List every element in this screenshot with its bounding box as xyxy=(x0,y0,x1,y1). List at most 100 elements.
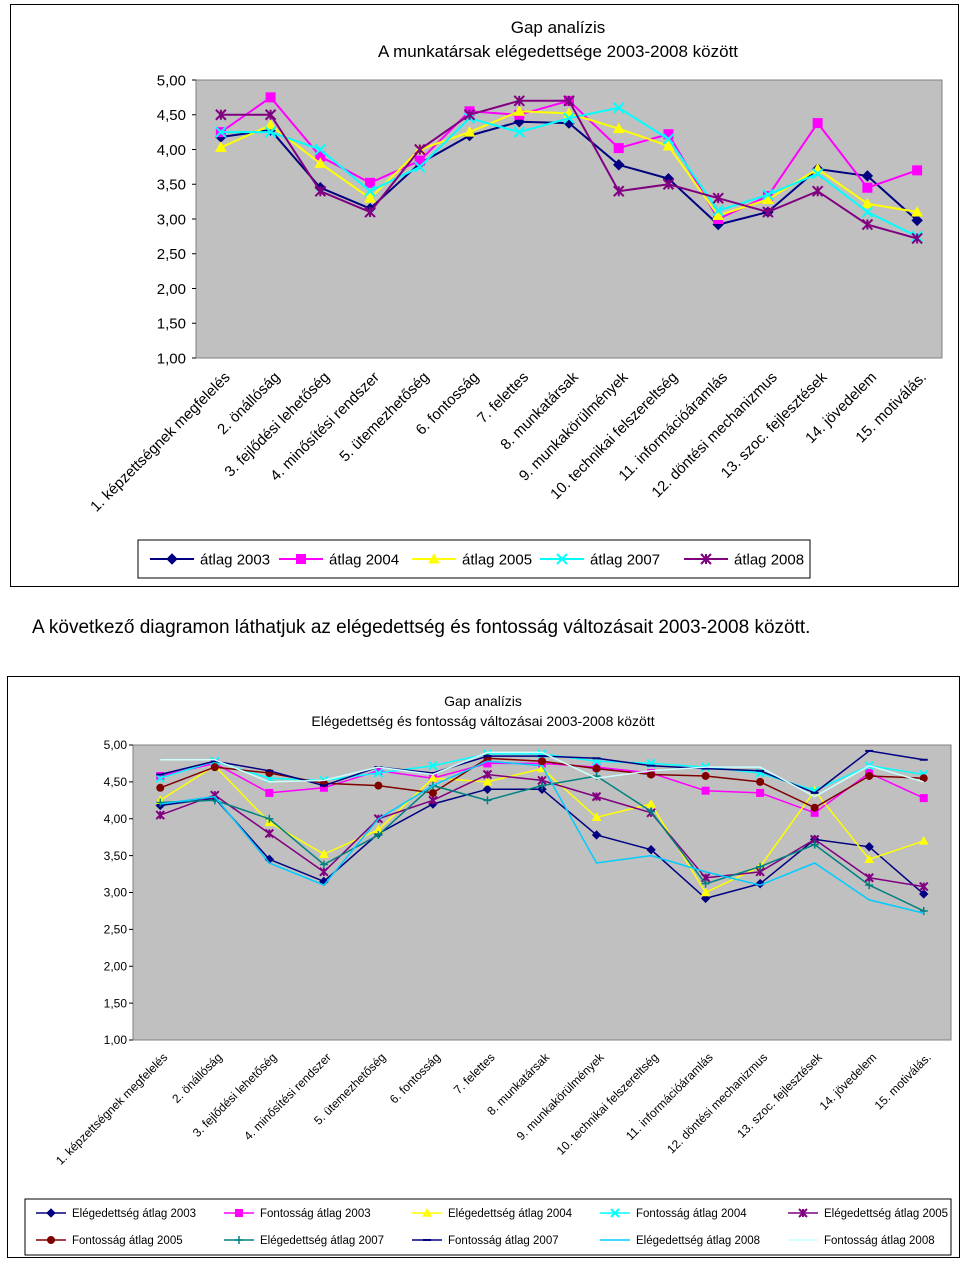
legend-label: átlag 2007 xyxy=(590,551,660,568)
data-point xyxy=(156,783,165,792)
data-point xyxy=(155,773,165,783)
x-tick-label: 7. felettes xyxy=(451,1050,498,1097)
data-point xyxy=(861,197,874,209)
y-tick-label: 2,00 xyxy=(157,281,186,298)
y-tick-label: 1,00 xyxy=(104,1033,128,1047)
data-point xyxy=(428,773,438,782)
legend-item: átlag 2004 xyxy=(279,551,399,568)
data-point xyxy=(592,764,601,773)
legend-label: Elégedettség átlag 2008 xyxy=(636,1235,760,1247)
legend-label: Fontosság átlag 2005 xyxy=(72,1235,183,1247)
data-point xyxy=(314,143,327,156)
data-point xyxy=(662,139,675,151)
legend-item: Fontosság átlag 2004 xyxy=(600,1208,747,1220)
data-point xyxy=(265,814,274,823)
legend-swatch-marker xyxy=(700,553,712,565)
data-point xyxy=(911,214,923,227)
y-tick-label: 3,00 xyxy=(104,886,128,900)
legend-swatch-marker xyxy=(428,552,440,564)
legend-swatch-marker xyxy=(46,1208,56,1218)
legend-item: Fontosság átlag 2007 xyxy=(412,1235,559,1247)
legend-item: átlag 2007 xyxy=(540,551,660,568)
legend-label: átlag 2005 xyxy=(462,551,532,568)
data-point xyxy=(364,192,376,203)
series-5 xyxy=(215,95,923,245)
data-point xyxy=(646,798,656,808)
data-point xyxy=(364,185,376,197)
data-point xyxy=(314,185,327,197)
data-point xyxy=(861,170,874,182)
data-point xyxy=(613,159,625,171)
data-point xyxy=(215,141,227,152)
legend-item: Elégedettség átlag 2005 xyxy=(788,1208,948,1220)
data-point xyxy=(646,845,656,855)
legend-label: Fontosság átlag 2008 xyxy=(824,1235,935,1247)
data-point xyxy=(712,204,724,217)
y-tick-label: 1,50 xyxy=(157,316,186,333)
chart-subtitle: Elégedettség és fontosság változásai 200… xyxy=(311,713,654,729)
legend-item: Elégedettség átlag 2004 xyxy=(412,1207,573,1220)
series-10 xyxy=(160,751,924,798)
x-tick-label: 14. jövedelem xyxy=(817,1050,880,1113)
data-point xyxy=(701,786,710,795)
legend-swatch-marker xyxy=(235,1236,243,1244)
data-point xyxy=(215,126,227,138)
legend-swatch-marker xyxy=(556,553,568,565)
data-point xyxy=(482,784,493,794)
data-point xyxy=(612,122,625,134)
legend-swatch-marker xyxy=(47,1236,55,1244)
data-point xyxy=(861,206,874,218)
data-point xyxy=(919,906,928,915)
data-point xyxy=(591,791,602,802)
legend-item: átlag 2008 xyxy=(684,551,804,568)
data-point xyxy=(647,770,656,779)
series-9 xyxy=(160,760,924,914)
data-point xyxy=(613,185,625,197)
legend-swatch-marker xyxy=(235,1209,243,1217)
data-point xyxy=(428,788,437,797)
data-point xyxy=(314,157,327,168)
legend-swatch-marker xyxy=(798,1208,808,1218)
data-point xyxy=(513,126,525,138)
legend-item: Elégedettség átlag 2008 xyxy=(600,1235,760,1247)
legend-swatch-marker xyxy=(166,553,178,565)
y-tick-label: 5,00 xyxy=(157,72,186,89)
y-tick-label: 1,50 xyxy=(104,996,128,1010)
data-point xyxy=(155,810,165,820)
legend-label: Fontosság átlag 2004 xyxy=(636,1208,747,1220)
data-point xyxy=(919,881,929,892)
data-point xyxy=(811,185,824,197)
data-point xyxy=(483,796,492,805)
data-point xyxy=(563,112,575,124)
data-point xyxy=(613,143,624,154)
data-point xyxy=(811,168,824,180)
data-point xyxy=(538,781,546,790)
data-point xyxy=(482,769,493,780)
legend-swatch-marker xyxy=(422,1207,432,1217)
data-point xyxy=(862,182,873,193)
data-point xyxy=(538,757,546,766)
data-point xyxy=(210,763,219,772)
data-point xyxy=(414,155,425,166)
data-point xyxy=(319,867,329,877)
data-point xyxy=(810,803,819,812)
data-point xyxy=(215,109,227,121)
y-tick-label: 4,50 xyxy=(157,107,186,124)
x-tick-label: 2. önállóság xyxy=(169,1050,225,1106)
data-point xyxy=(864,842,874,852)
legend-item: átlag 2005 xyxy=(412,551,532,568)
series-5 xyxy=(155,769,929,892)
chart-2: Gap analízis Elégedettség és fontosság vá… xyxy=(24,693,952,1256)
data-point xyxy=(911,232,923,245)
data-point xyxy=(365,177,376,188)
series-line xyxy=(160,751,924,798)
data-point xyxy=(762,193,774,205)
data-point xyxy=(414,143,426,156)
data-point xyxy=(756,788,765,797)
data-point xyxy=(919,794,928,803)
data-point xyxy=(156,798,165,807)
data-point xyxy=(864,873,874,883)
data-point xyxy=(919,889,929,899)
y-tick-label: 2,50 xyxy=(104,923,128,937)
legend-swatch-marker xyxy=(296,554,306,564)
